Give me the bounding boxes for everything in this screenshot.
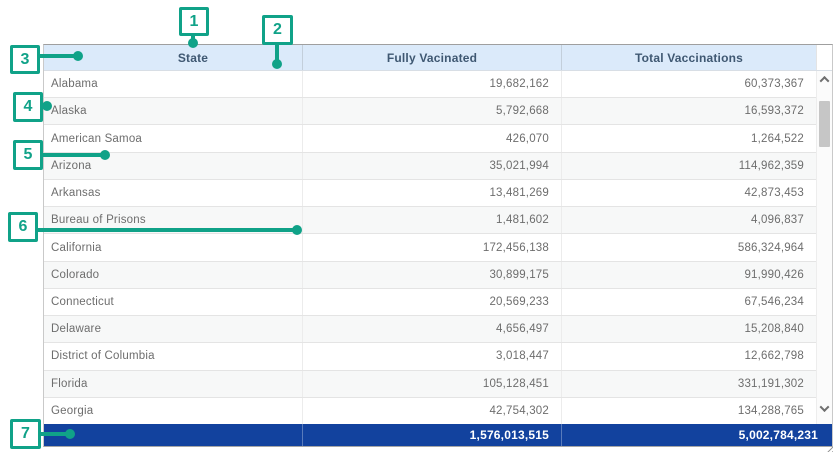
total-vaccinations-cell: 134,288,765	[561, 398, 816, 424]
callout-7-dot	[65, 429, 75, 439]
column-header-total-vaccinations[interactable]: Total Vaccinations	[561, 45, 816, 70]
table-row[interactable]: Connecticut20,569,23367,546,234	[44, 289, 816, 316]
fully-vaccinated-cell: 3,018,447	[302, 343, 561, 369]
state-cell: Delaware	[44, 316, 302, 342]
callout-2-badge: 2	[262, 15, 293, 45]
table-header-row: State Fully Vacinated Total Vaccinations	[44, 45, 832, 71]
table-row[interactable]: Arkansas13,481,26942,873,453	[44, 180, 816, 207]
fully-vaccinated-cell: 172,456,138	[302, 234, 561, 260]
callout-5-connector	[41, 153, 103, 157]
state-cell: Alaska	[44, 98, 302, 124]
table-row[interactable]: Delaware4,656,49715,208,840	[44, 316, 816, 343]
callout-1-dot	[188, 38, 198, 48]
total-vaccinations-cell: 586,324,964	[561, 234, 816, 260]
totals-fully-vaccinated-cell: 1,576,013,515	[302, 424, 561, 446]
totals-state-cell	[44, 424, 302, 446]
table-row[interactable]: Arizona35,021,994114,962,359	[44, 153, 816, 180]
callout-3-dot	[73, 51, 83, 61]
fully-vaccinated-cell: 42,754,302	[302, 398, 561, 424]
total-vaccinations-cell: 12,662,798	[561, 343, 816, 369]
total-vaccinations-cell: 42,873,453	[561, 180, 816, 206]
state-cell: California	[44, 234, 302, 260]
scroll-up-button[interactable]	[817, 71, 832, 87]
column-header-fully-vaccinated[interactable]: Fully Vacinated	[302, 45, 561, 70]
header-scrollbar-spacer	[816, 45, 832, 70]
state-cell: Florida	[44, 371, 302, 397]
fully-vaccinated-cell: 1,481,602	[302, 207, 561, 233]
table-row[interactable]: California172,456,138586,324,964	[44, 234, 816, 261]
table-body: Alabama19,682,16260,373,367Alaska5,792,6…	[44, 71, 816, 424]
fully-vaccinated-cell: 35,021,994	[302, 153, 561, 179]
state-cell: Arkansas	[44, 180, 302, 206]
fully-vaccinated-cell: 19,682,162	[302, 71, 561, 97]
fully-vaccinated-cell: 426,070	[302, 125, 561, 151]
fully-vaccinated-cell: 13,481,269	[302, 180, 561, 206]
callout-6-connector	[36, 228, 294, 232]
table-row[interactable]: Alaska5,792,66816,593,372	[44, 98, 816, 125]
total-vaccinations-cell: 1,264,522	[561, 125, 816, 151]
total-vaccinations-cell: 16,593,372	[561, 98, 816, 124]
table-row[interactable]: American Samoa426,0701,264,522	[44, 125, 816, 152]
state-cell: Colorado	[44, 262, 302, 288]
table-body-wrap: Alabama19,682,16260,373,367Alaska5,792,6…	[44, 71, 832, 424]
total-vaccinations-cell: 60,373,367	[561, 71, 816, 97]
total-vaccinations-cell: 331,191,302	[561, 371, 816, 397]
state-cell: Georgia	[44, 398, 302, 424]
callout-7-connector	[39, 432, 68, 436]
table-row[interactable]: Colorado30,899,17591,990,426	[44, 262, 816, 289]
total-vaccinations-cell: 67,546,234	[561, 289, 816, 315]
state-cell: District of Columbia	[44, 343, 302, 369]
callout-3-badge: 3	[10, 45, 40, 74]
total-vaccinations-cell: 114,962,359	[561, 153, 816, 179]
table-row[interactable]: Alabama19,682,16260,373,367	[44, 71, 816, 98]
scrollbar-thumb[interactable]	[819, 101, 830, 147]
chevron-down-icon	[820, 402, 830, 412]
chevron-up-icon	[820, 75, 830, 85]
scroll-down-button[interactable]	[817, 400, 832, 416]
totals-row: 1,576,013,515 5,002,784,231	[44, 424, 832, 446]
fully-vaccinated-cell: 5,792,668	[302, 98, 561, 124]
fully-vaccinated-cell: 105,128,451	[302, 371, 561, 397]
callout-5-badge: 5	[13, 140, 43, 170]
callout-1-badge: 1	[179, 7, 209, 36]
table-row[interactable]: Florida105,128,451331,191,302	[44, 371, 816, 398]
fully-vaccinated-cell: 20,569,233	[302, 289, 561, 315]
callout-2-dot	[272, 59, 282, 69]
callout-4-badge: 4	[13, 92, 43, 122]
fully-vaccinated-cell: 30,899,175	[302, 262, 561, 288]
totals-total-vaccinations-cell: 5,002,784,231	[561, 424, 832, 446]
total-vaccinations-cell: 91,990,426	[561, 262, 816, 288]
total-vaccinations-cell: 15,208,840	[561, 316, 816, 342]
vertical-scrollbar[interactable]	[816, 71, 832, 424]
fully-vaccinated-cell: 4,656,497	[302, 316, 561, 342]
screenshot-canvas: State Fully Vacinated Total Vaccinations…	[0, 0, 833, 453]
state-cell: Alabama	[44, 71, 302, 97]
callout-6-dot	[292, 225, 302, 235]
attribute-table: State Fully Vacinated Total Vaccinations…	[43, 44, 833, 447]
callout-6-badge: 6	[8, 212, 38, 242]
callout-4-dot	[42, 101, 52, 111]
total-vaccinations-cell: 4,096,837	[561, 207, 816, 233]
table-row[interactable]: District of Columbia3,018,44712,662,798	[44, 343, 816, 370]
callout-7-badge: 7	[10, 419, 41, 449]
state-cell: American Samoa	[44, 125, 302, 151]
state-cell: Connecticut	[44, 289, 302, 315]
callout-3-connector	[38, 54, 76, 58]
callout-5-dot	[100, 150, 110, 160]
table-row[interactable]: Georgia42,754,302134,288,765	[44, 398, 816, 424]
